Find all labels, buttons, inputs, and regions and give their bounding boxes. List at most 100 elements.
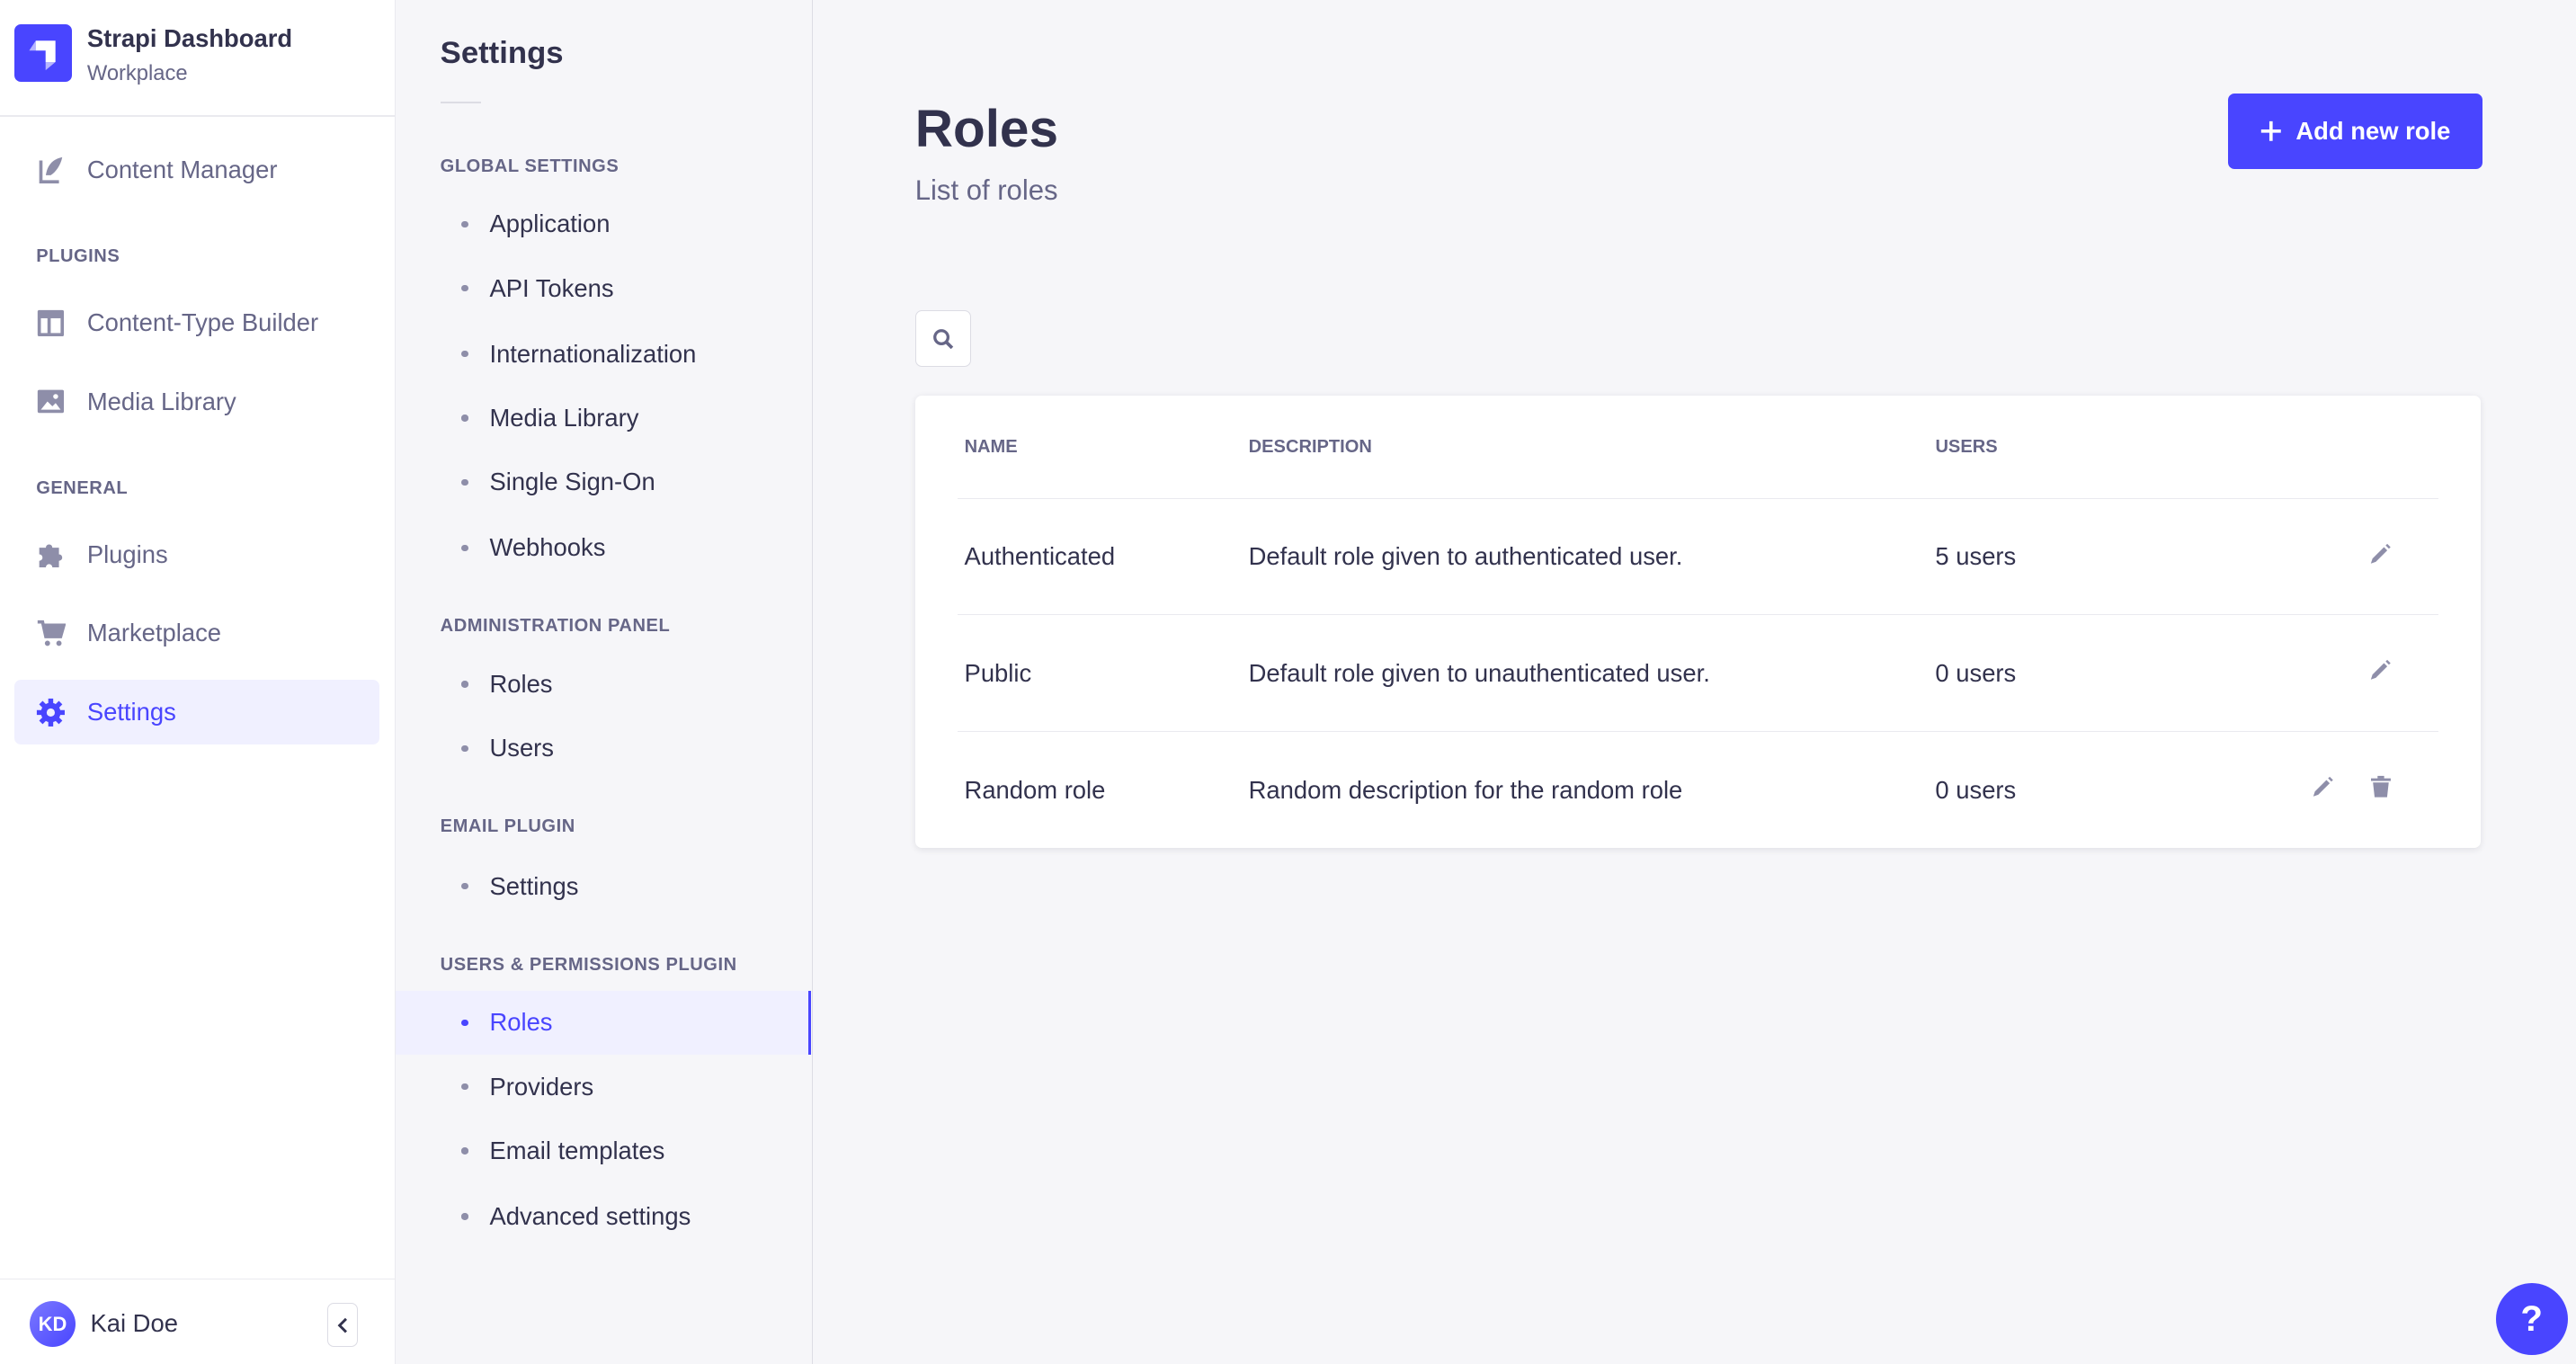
settings-title: Settings <box>440 36 564 71</box>
nav-media-library[interactable]: Media Library <box>14 370 379 433</box>
subnav-label: Users <box>489 734 554 762</box>
bullet-icon <box>461 681 468 688</box>
bullet-icon <box>461 744 468 752</box>
add-new-role-label: Add new role <box>2295 117 2451 146</box>
subnav-item-internationalization[interactable]: Internationalization <box>396 322 811 386</box>
plus-icon <box>2261 121 2281 142</box>
bullet-icon <box>461 220 468 228</box>
section-header: ADMINISTRATION PANEL <box>440 616 671 637</box>
trash-icon <box>2370 775 2391 806</box>
subnav-item-settings[interactable]: Settings <box>396 854 811 918</box>
avatar[interactable]: KD <box>29 1301 76 1348</box>
role-name: Authenticated <box>964 542 1116 571</box>
user-name[interactable]: Kai Doe <box>90 1309 178 1338</box>
bullet-icon <box>461 478 468 486</box>
divider <box>0 114 395 117</box>
divider <box>0 1278 395 1280</box>
subnav-item-providers[interactable]: Providers <box>396 1055 811 1119</box>
section-header: USERS & PERMISSIONS PLUGIN <box>440 954 737 975</box>
roles-table: NAME DESCRIPTION USERS Authenticated Def… <box>914 396 2482 849</box>
nav-plugins[interactable]: Plugins <box>14 522 379 586</box>
brand-subtitle: Workplace <box>86 60 188 85</box>
nav-settings[interactable]: Settings <box>14 680 380 744</box>
layout-icon <box>36 308 66 338</box>
help-button[interactable]: ? <box>2495 1283 2568 1356</box>
search-button[interactable] <box>914 310 972 367</box>
subnav-item-users[interactable]: Users <box>396 717 811 780</box>
subnav-label: Settings <box>489 871 579 900</box>
subnav-label: Email templates <box>489 1136 665 1164</box>
bullet-icon <box>461 285 468 292</box>
bullet-icon <box>461 544 468 551</box>
pencil-icon <box>2369 658 2393 689</box>
settings-subnav: Settings GLOBAL SETTINGS Application API T… <box>396 0 813 1364</box>
gear-icon <box>36 698 66 727</box>
subnav-label: API Tokens <box>489 273 614 302</box>
bullet-icon <box>461 415 468 422</box>
role-name: Random role <box>964 775 1106 804</box>
collapse-sidebar-button[interactable] <box>326 1302 359 1348</box>
subnav-item-single-sign-on[interactable]: Single Sign-On <box>396 450 811 514</box>
subnav-label: Advanced settings <box>489 1202 691 1231</box>
bullet-icon <box>461 351 468 358</box>
role-description: Default role given to authenticated user… <box>1248 542 1683 571</box>
subnav-label: Internationalization <box>489 339 697 368</box>
search-icon <box>933 328 954 349</box>
column-header-description: DESCRIPTION <box>1248 437 1372 458</box>
general-section-header: GENERAL <box>36 477 129 498</box>
subnav-item-advanced-settings[interactable]: Advanced settings <box>396 1184 811 1248</box>
nav-marketplace[interactable]: Marketplace <box>14 602 379 665</box>
edit-role-button[interactable] <box>2369 499 2393 616</box>
nav-label: Marketplace <box>86 619 222 647</box>
add-new-role-button[interactable]: Add new role <box>2227 94 2482 170</box>
delete-role-button[interactable] <box>2370 732 2391 849</box>
pencil-icon <box>2312 775 2335 806</box>
brand-title: Strapi Dashboard <box>86 24 293 53</box>
table-row[interactable]: Authenticated Default role given to auth… <box>958 497 2438 616</box>
chevron-left-icon <box>337 1317 347 1333</box>
main-sidebar: Strapi Dashboard Workplace Content Manag… <box>0 0 396 1364</box>
page-title: Roles <box>914 99 1058 158</box>
bullet-icon <box>461 1213 468 1220</box>
edit-role-button[interactable] <box>2369 615 2393 732</box>
nav-label: Content Manager <box>86 156 278 184</box>
nav-content-manager[interactable]: Content Manager <box>14 138 379 201</box>
role-name: Public <box>964 659 1032 688</box>
bullet-icon <box>461 1083 468 1091</box>
section-header: EMAIL PLUGIN <box>440 816 575 837</box>
nav-content-type-builder[interactable]: Content-Type Builder <box>14 290 379 354</box>
edit-role-button[interactable] <box>2312 732 2335 849</box>
role-users: 5 users <box>1935 542 2017 571</box>
subnav-label: Roles <box>489 1008 553 1037</box>
image-icon <box>36 387 66 416</box>
subnav-item-media-library[interactable]: Media Library <box>396 386 811 450</box>
bullet-icon <box>461 1147 468 1154</box>
subnav-item-webhooks[interactable]: Webhooks <box>396 516 811 580</box>
nav-label: Settings <box>86 698 176 727</box>
table-row[interactable]: Random role Random description for the r… <box>958 731 2438 849</box>
subnav-label: Roles <box>489 670 553 699</box>
table-row[interactable]: Public Default role given to unauthentic… <box>958 614 2438 732</box>
subnav-item-roles[interactable]: Roles <box>396 990 811 1056</box>
nav-label: Content-Type Builder <box>86 308 319 337</box>
role-users: 0 users <box>1935 775 2017 804</box>
subnav-label: Media Library <box>489 404 639 432</box>
puzzle-icon <box>36 539 66 569</box>
role-users: 0 users <box>1935 659 2017 688</box>
subnav-item-email-templates[interactable]: Email templates <box>396 1119 811 1182</box>
role-description: Random description for the random role <box>1248 775 1683 804</box>
bullet-icon <box>461 883 468 890</box>
nav-label: Plugins <box>86 539 168 568</box>
column-header-name: NAME <box>964 437 1018 458</box>
role-description: Default role given to unauthenticated us… <box>1248 659 1710 688</box>
subnav-label: Webhooks <box>489 533 606 562</box>
bullet-icon <box>461 1019 468 1027</box>
feather-pen-icon <box>36 156 66 185</box>
divider <box>440 102 482 104</box>
subnav-item-api-tokens[interactable]: API Tokens <box>396 256 811 320</box>
subnav-item-application[interactable]: Application <box>396 192 811 256</box>
subnav-label: Providers <box>489 1072 594 1101</box>
section-header: GLOBAL SETTINGS <box>440 156 619 176</box>
subnav-item-roles[interactable]: Roles <box>396 652 811 716</box>
column-header-users: USERS <box>1935 437 1998 458</box>
